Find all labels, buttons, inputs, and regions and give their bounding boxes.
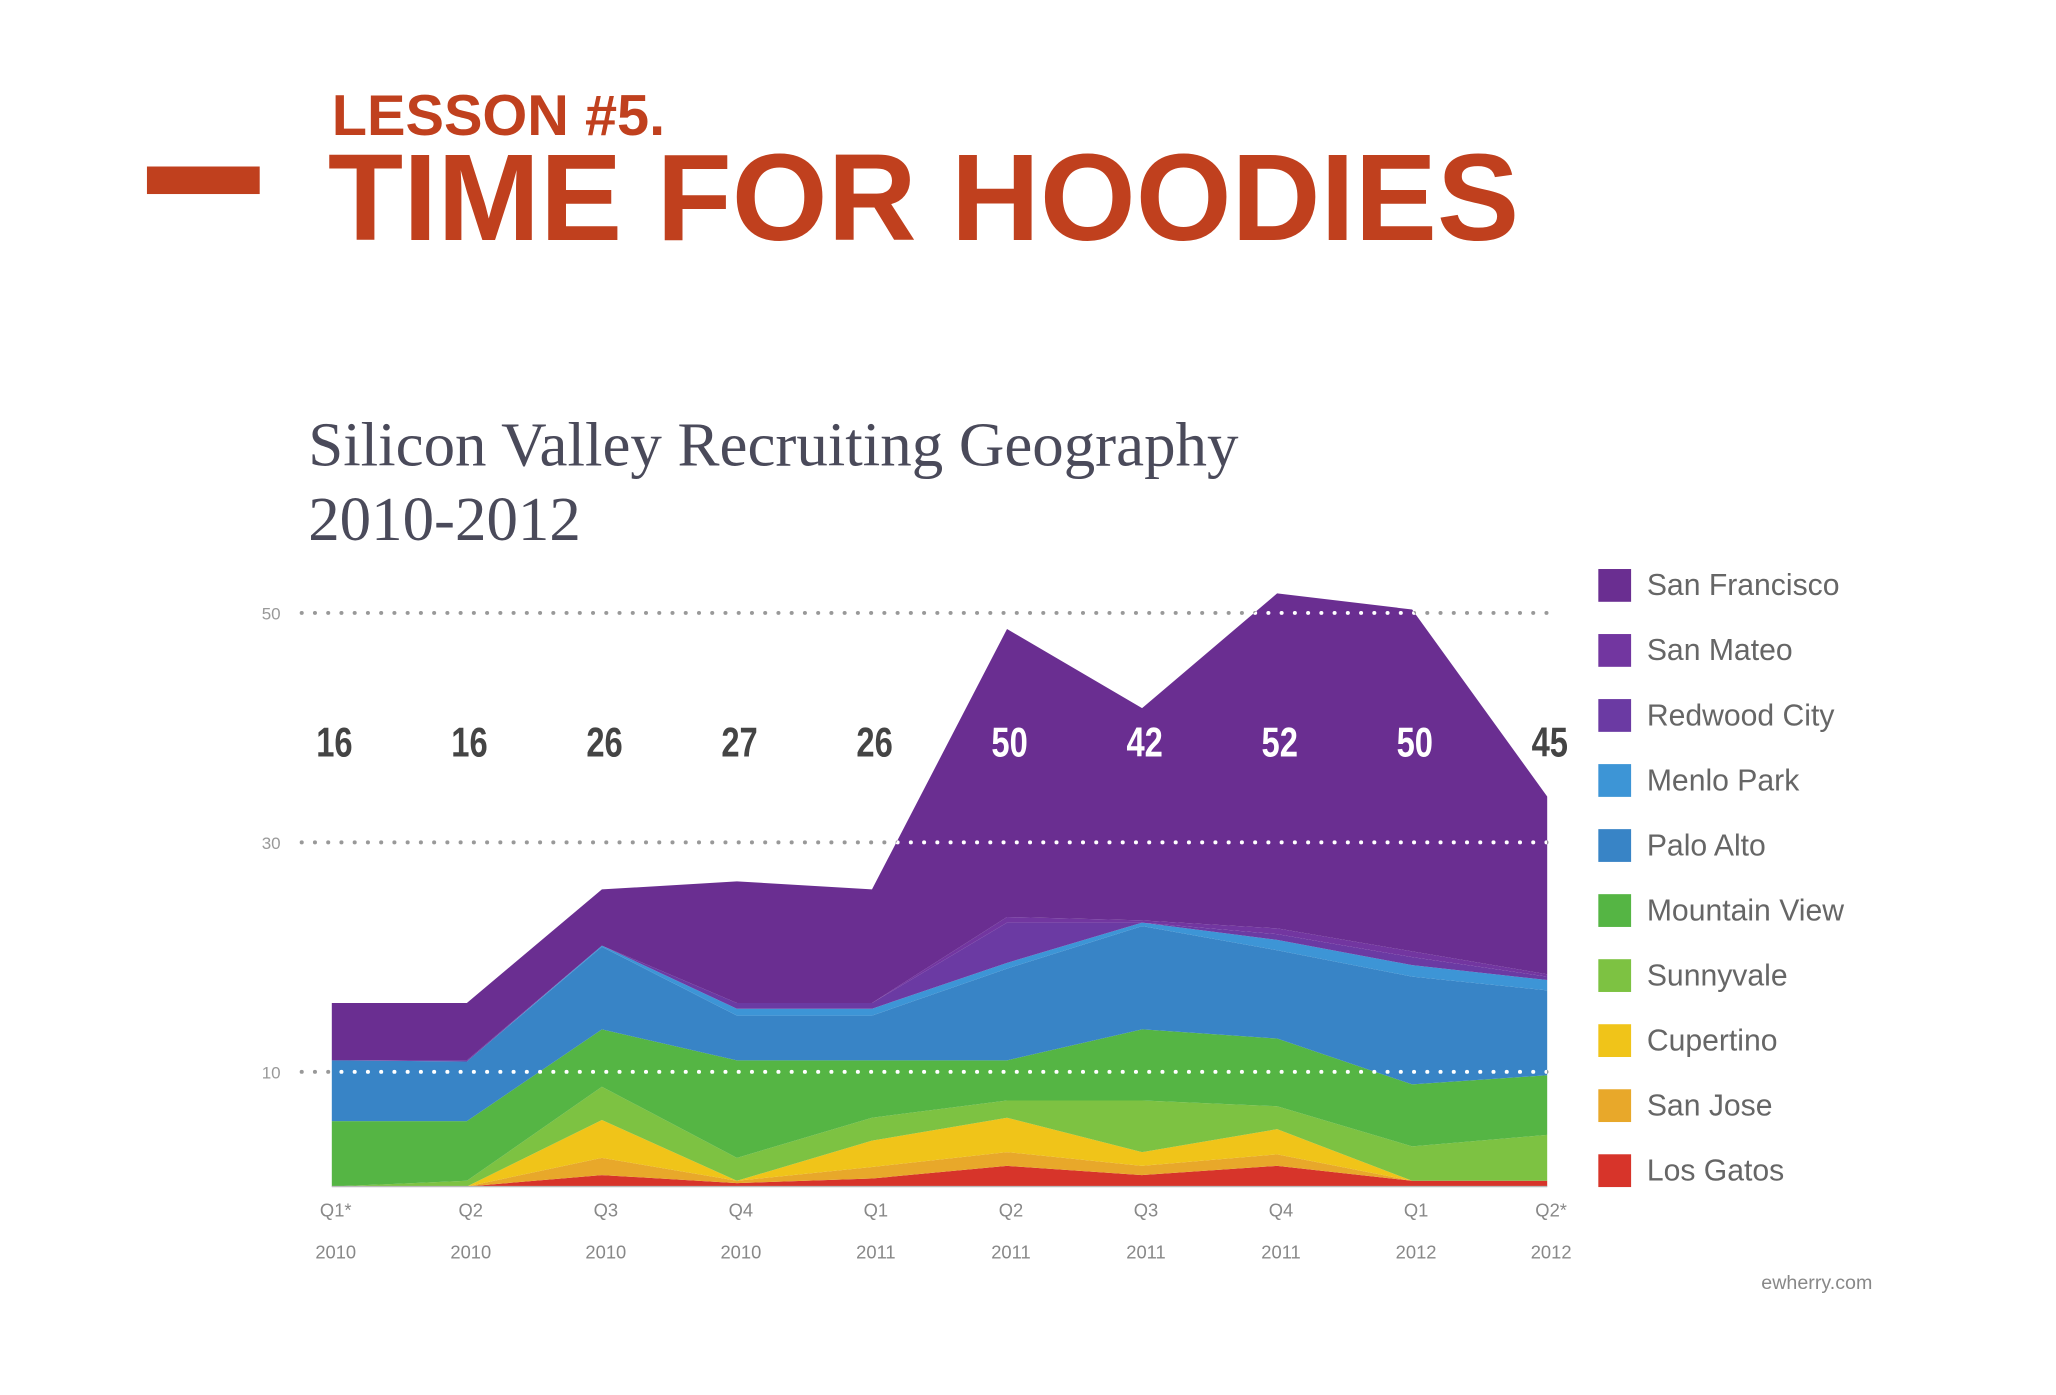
legend-label: Palo Alto (1647, 829, 1766, 862)
total-label: 52 (1262, 719, 1298, 766)
chart-subtitle: 2010-2012 (308, 484, 581, 554)
area (331, 1165, 1548, 1187)
kicker: LESSON #5. (332, 84, 665, 148)
legend-swatch (1598, 1089, 1632, 1123)
y-tick-label: 10 (262, 1063, 281, 1082)
legend-label: Los Gatos (1647, 1155, 1784, 1188)
x-tick-label: Q3 (1134, 1200, 1158, 1221)
y-tick-label: 30 (262, 834, 281, 853)
x-tick-label: Q2* (1535, 1200, 1567, 1221)
total-label: 42 (1126, 719, 1162, 766)
area (331, 922, 1548, 1062)
legend-swatch (1598, 569, 1632, 602)
legend-swatch (1598, 959, 1632, 992)
x-tick-label: 2011 (991, 1242, 1030, 1263)
x-tick-label: Q2 (459, 1200, 483, 1221)
x-tick-label: Q4 (729, 1200, 753, 1221)
area (331, 1029, 1548, 1187)
legend-label: Redwood City (1647, 699, 1836, 732)
x-tick-label: Q3 (594, 1200, 618, 1221)
x-tick-label: 2010 (450, 1242, 491, 1263)
total-label: 26 (856, 719, 892, 766)
legend-swatch (1598, 894, 1632, 927)
x-tick-label: 2012 (1531, 1242, 1572, 1263)
legend-label: San Francisco (1647, 569, 1840, 602)
x-tick-label: 2011 (1261, 1242, 1300, 1263)
area (331, 1152, 1548, 1187)
x-tick-label: 2010 (315, 1242, 356, 1263)
x-tick-label: Q1 (1404, 1200, 1428, 1221)
x-tick-label: Q1* (320, 1200, 352, 1221)
legend-label: San Jose (1647, 1089, 1773, 1122)
total-label: 27 (721, 719, 757, 766)
x-tick-label: 2010 (585, 1242, 626, 1263)
x-tick-label: 2012 (1396, 1242, 1437, 1263)
total-label: 50 (991, 719, 1027, 766)
total-label: 50 (1397, 719, 1433, 766)
x-tick-label: Q4 (1269, 1200, 1293, 1221)
x-tick-label: Q2 (999, 1200, 1023, 1221)
legend-label: Menlo Park (1647, 764, 1800, 797)
legend-label: Cupertino (1647, 1024, 1778, 1057)
x-tick-label: 2011 (1126, 1242, 1165, 1263)
source: ewherry.com (1761, 1272, 1872, 1294)
legend-swatch (1598, 1154, 1632, 1188)
area (331, 593, 1548, 1061)
legend-swatch (1598, 699, 1632, 732)
title-dash (146, 166, 260, 195)
legend-swatch (1598, 1024, 1632, 1058)
total-label: 45 (1532, 719, 1568, 766)
area (331, 1086, 1548, 1187)
total-label: 16 (316, 719, 352, 766)
area (331, 926, 1548, 1122)
x-tick-label: 2011 (856, 1242, 895, 1263)
legend-label: Sunnyvale (1647, 959, 1788, 992)
total-label: 26 (586, 719, 622, 766)
x-tick-label: 2010 (720, 1242, 761, 1263)
legend-label: San Mateo (1647, 634, 1793, 667)
y-tick-label: 50 (262, 604, 281, 623)
legend-swatch (1598, 764, 1632, 797)
legend-label: Mountain View (1647, 894, 1844, 927)
legend-swatch (1598, 634, 1632, 667)
slide-title: TIME FOR HOODIES (328, 129, 1519, 267)
legend-swatch (1598, 829, 1632, 862)
x-tick-label: Q1 (864, 1200, 888, 1221)
total-label: 16 (451, 719, 487, 766)
chart-title: Silicon Valley Recruiting Geography (308, 409, 1239, 479)
